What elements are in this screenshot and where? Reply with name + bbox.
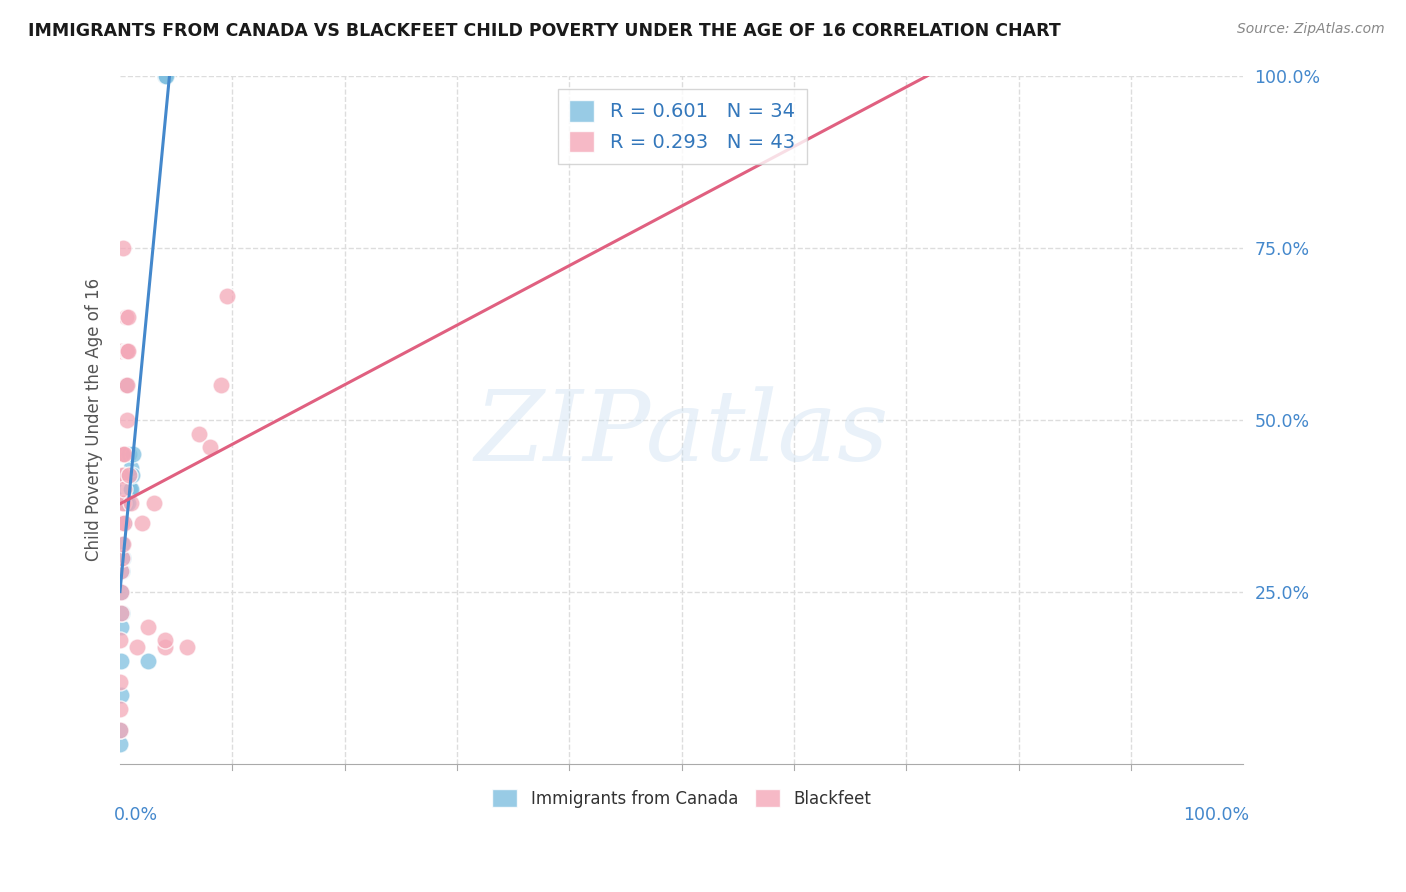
Point <box>114 495 136 509</box>
Text: IMMIGRANTS FROM CANADA VS BLACKFEET CHILD POVERTY UNDER THE AGE OF 16 CORRELATIO: IMMIGRANTS FROM CANADA VS BLACKFEET CHIL… <box>28 22 1062 40</box>
Point <box>111 495 134 509</box>
Text: ZIPatlas: ZIPatlas <box>474 386 889 482</box>
Point <box>117 310 139 324</box>
Point <box>111 606 134 620</box>
Point <box>110 516 132 531</box>
Point <box>153 640 176 655</box>
Point <box>111 537 134 551</box>
Point <box>120 461 142 475</box>
Point <box>115 344 138 359</box>
Text: 100.0%: 100.0% <box>1182 805 1249 823</box>
Y-axis label: Child Poverty Under the Age of 16: Child Poverty Under the Age of 16 <box>86 278 103 561</box>
Point <box>112 495 135 509</box>
Point <box>108 702 131 716</box>
Point <box>114 378 136 392</box>
Point <box>120 482 142 496</box>
Point <box>111 565 134 579</box>
Point <box>198 441 221 455</box>
Point <box>114 344 136 359</box>
Point <box>117 495 139 509</box>
Point <box>111 516 134 531</box>
Point <box>136 654 159 668</box>
Point <box>112 241 135 255</box>
Point <box>110 689 132 703</box>
Point <box>114 516 136 531</box>
Point <box>115 344 138 359</box>
Point <box>115 378 138 392</box>
Point <box>176 640 198 655</box>
Point <box>115 413 138 427</box>
Point <box>117 468 139 483</box>
Point <box>108 723 131 737</box>
Point <box>118 447 141 461</box>
Point <box>114 310 136 324</box>
Point <box>110 585 132 599</box>
Point <box>120 495 142 509</box>
Point <box>108 737 131 751</box>
Point <box>112 537 135 551</box>
Point <box>110 565 132 579</box>
Point <box>114 482 136 496</box>
Point <box>187 426 209 441</box>
Point <box>108 633 131 648</box>
Point <box>153 633 176 648</box>
Point <box>112 447 135 461</box>
Point <box>111 447 134 461</box>
Point <box>117 344 139 359</box>
Point <box>118 468 141 483</box>
Point <box>114 447 136 461</box>
Point <box>114 447 136 461</box>
Point <box>125 640 148 655</box>
Text: 0.0%: 0.0% <box>114 805 159 823</box>
Point <box>112 468 135 483</box>
Point <box>112 516 135 531</box>
Point <box>155 69 177 83</box>
Point <box>118 482 141 496</box>
Legend: Immigrants from Canada, Blackfeet: Immigrants from Canada, Blackfeet <box>485 782 877 814</box>
Point <box>111 344 134 359</box>
Point <box>108 723 131 737</box>
Point <box>110 619 132 633</box>
Point <box>112 468 135 483</box>
Point <box>142 495 165 509</box>
Point <box>114 468 136 483</box>
Point <box>112 550 135 565</box>
Point <box>215 289 238 303</box>
Point <box>108 674 131 689</box>
Point <box>121 468 143 483</box>
Point <box>110 606 132 620</box>
Point <box>111 550 134 565</box>
Point <box>112 495 135 509</box>
Point <box>120 482 142 496</box>
Point <box>153 69 176 83</box>
Point <box>110 585 132 599</box>
Point <box>110 654 132 668</box>
Point <box>136 619 159 633</box>
Point <box>115 378 138 392</box>
Point <box>122 447 145 461</box>
Point <box>110 468 132 483</box>
Text: Source: ZipAtlas.com: Source: ZipAtlas.com <box>1237 22 1385 37</box>
Point <box>131 516 153 531</box>
Point <box>153 69 176 83</box>
Point <box>114 482 136 496</box>
Point <box>114 516 136 531</box>
Point <box>120 468 142 483</box>
Point <box>209 378 232 392</box>
